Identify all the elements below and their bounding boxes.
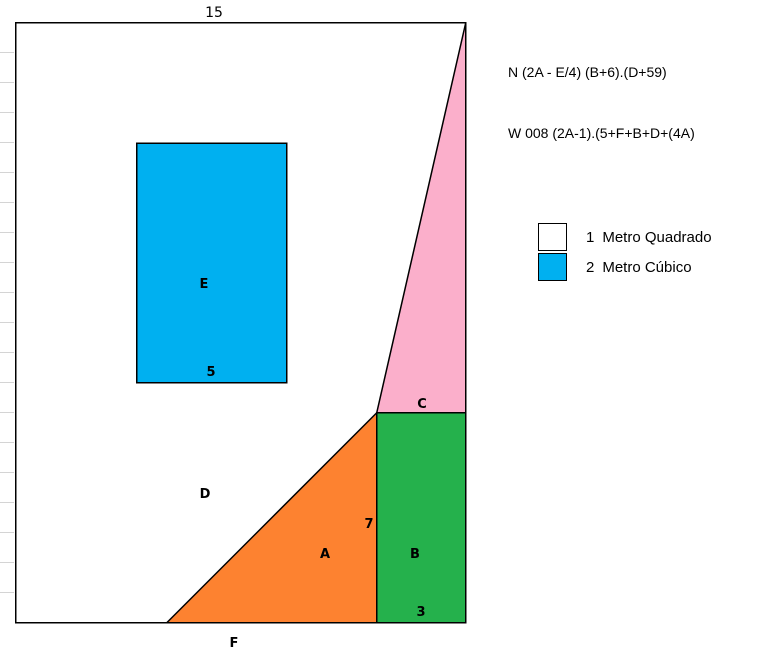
row-gridline <box>0 262 14 263</box>
row-gridline <box>0 52 14 53</box>
label-three: 3 <box>416 605 425 620</box>
label-five: 5 <box>206 365 215 380</box>
legend-label: Metro Quadrado <box>602 228 712 246</box>
row-gridline <box>0 142 14 143</box>
row-gridline <box>0 502 14 503</box>
row-gridline <box>0 232 14 233</box>
label-e: E <box>200 277 209 292</box>
formula-w: W 008 (2A-1).(5+F+B+D+(4A) <box>508 125 695 141</box>
legend-number: 1 <box>586 228 595 246</box>
legend-label: Metro Cúbico <box>602 258 692 276</box>
row-gridline <box>0 562 14 563</box>
row-gridline <box>0 412 14 413</box>
legend-item-cubic-meter: 2 Metro Cúbico <box>538 252 692 282</box>
region-b-green-rectangle <box>376 412 467 624</box>
row-gridline <box>0 442 14 443</box>
row-gridline <box>0 172 14 173</box>
region-e-blue-rectangle <box>136 142 288 384</box>
legend-item-square-meter: 1 Metro Quadrado <box>538 222 712 252</box>
row-gridline <box>0 112 14 113</box>
top-dimension-label: 15 <box>205 5 223 21</box>
label-b: B <box>410 547 420 562</box>
row-gridline <box>0 382 14 383</box>
row-gridline <box>0 292 14 293</box>
legend-swatch-blue <box>538 253 567 281</box>
region-a-orange-triangle <box>164 410 378 624</box>
legend-number: 2 <box>586 258 595 276</box>
label-d: D <box>200 487 211 502</box>
legend-swatch-white <box>538 223 567 251</box>
formula-n: N (2A - E/4) (B+6).(D+59) <box>508 64 667 80</box>
row-gridline <box>0 82 14 83</box>
row-gridline <box>0 202 14 203</box>
label-a: A <box>320 547 330 562</box>
row-gridline <box>0 352 14 353</box>
row-gridline <box>0 322 14 323</box>
label-c: C <box>417 397 427 412</box>
label-seven: 7 <box>364 517 373 532</box>
row-gridline <box>0 592 14 593</box>
label-f: F <box>230 636 239 651</box>
row-gridline <box>0 532 14 533</box>
row-gridline <box>0 472 14 473</box>
